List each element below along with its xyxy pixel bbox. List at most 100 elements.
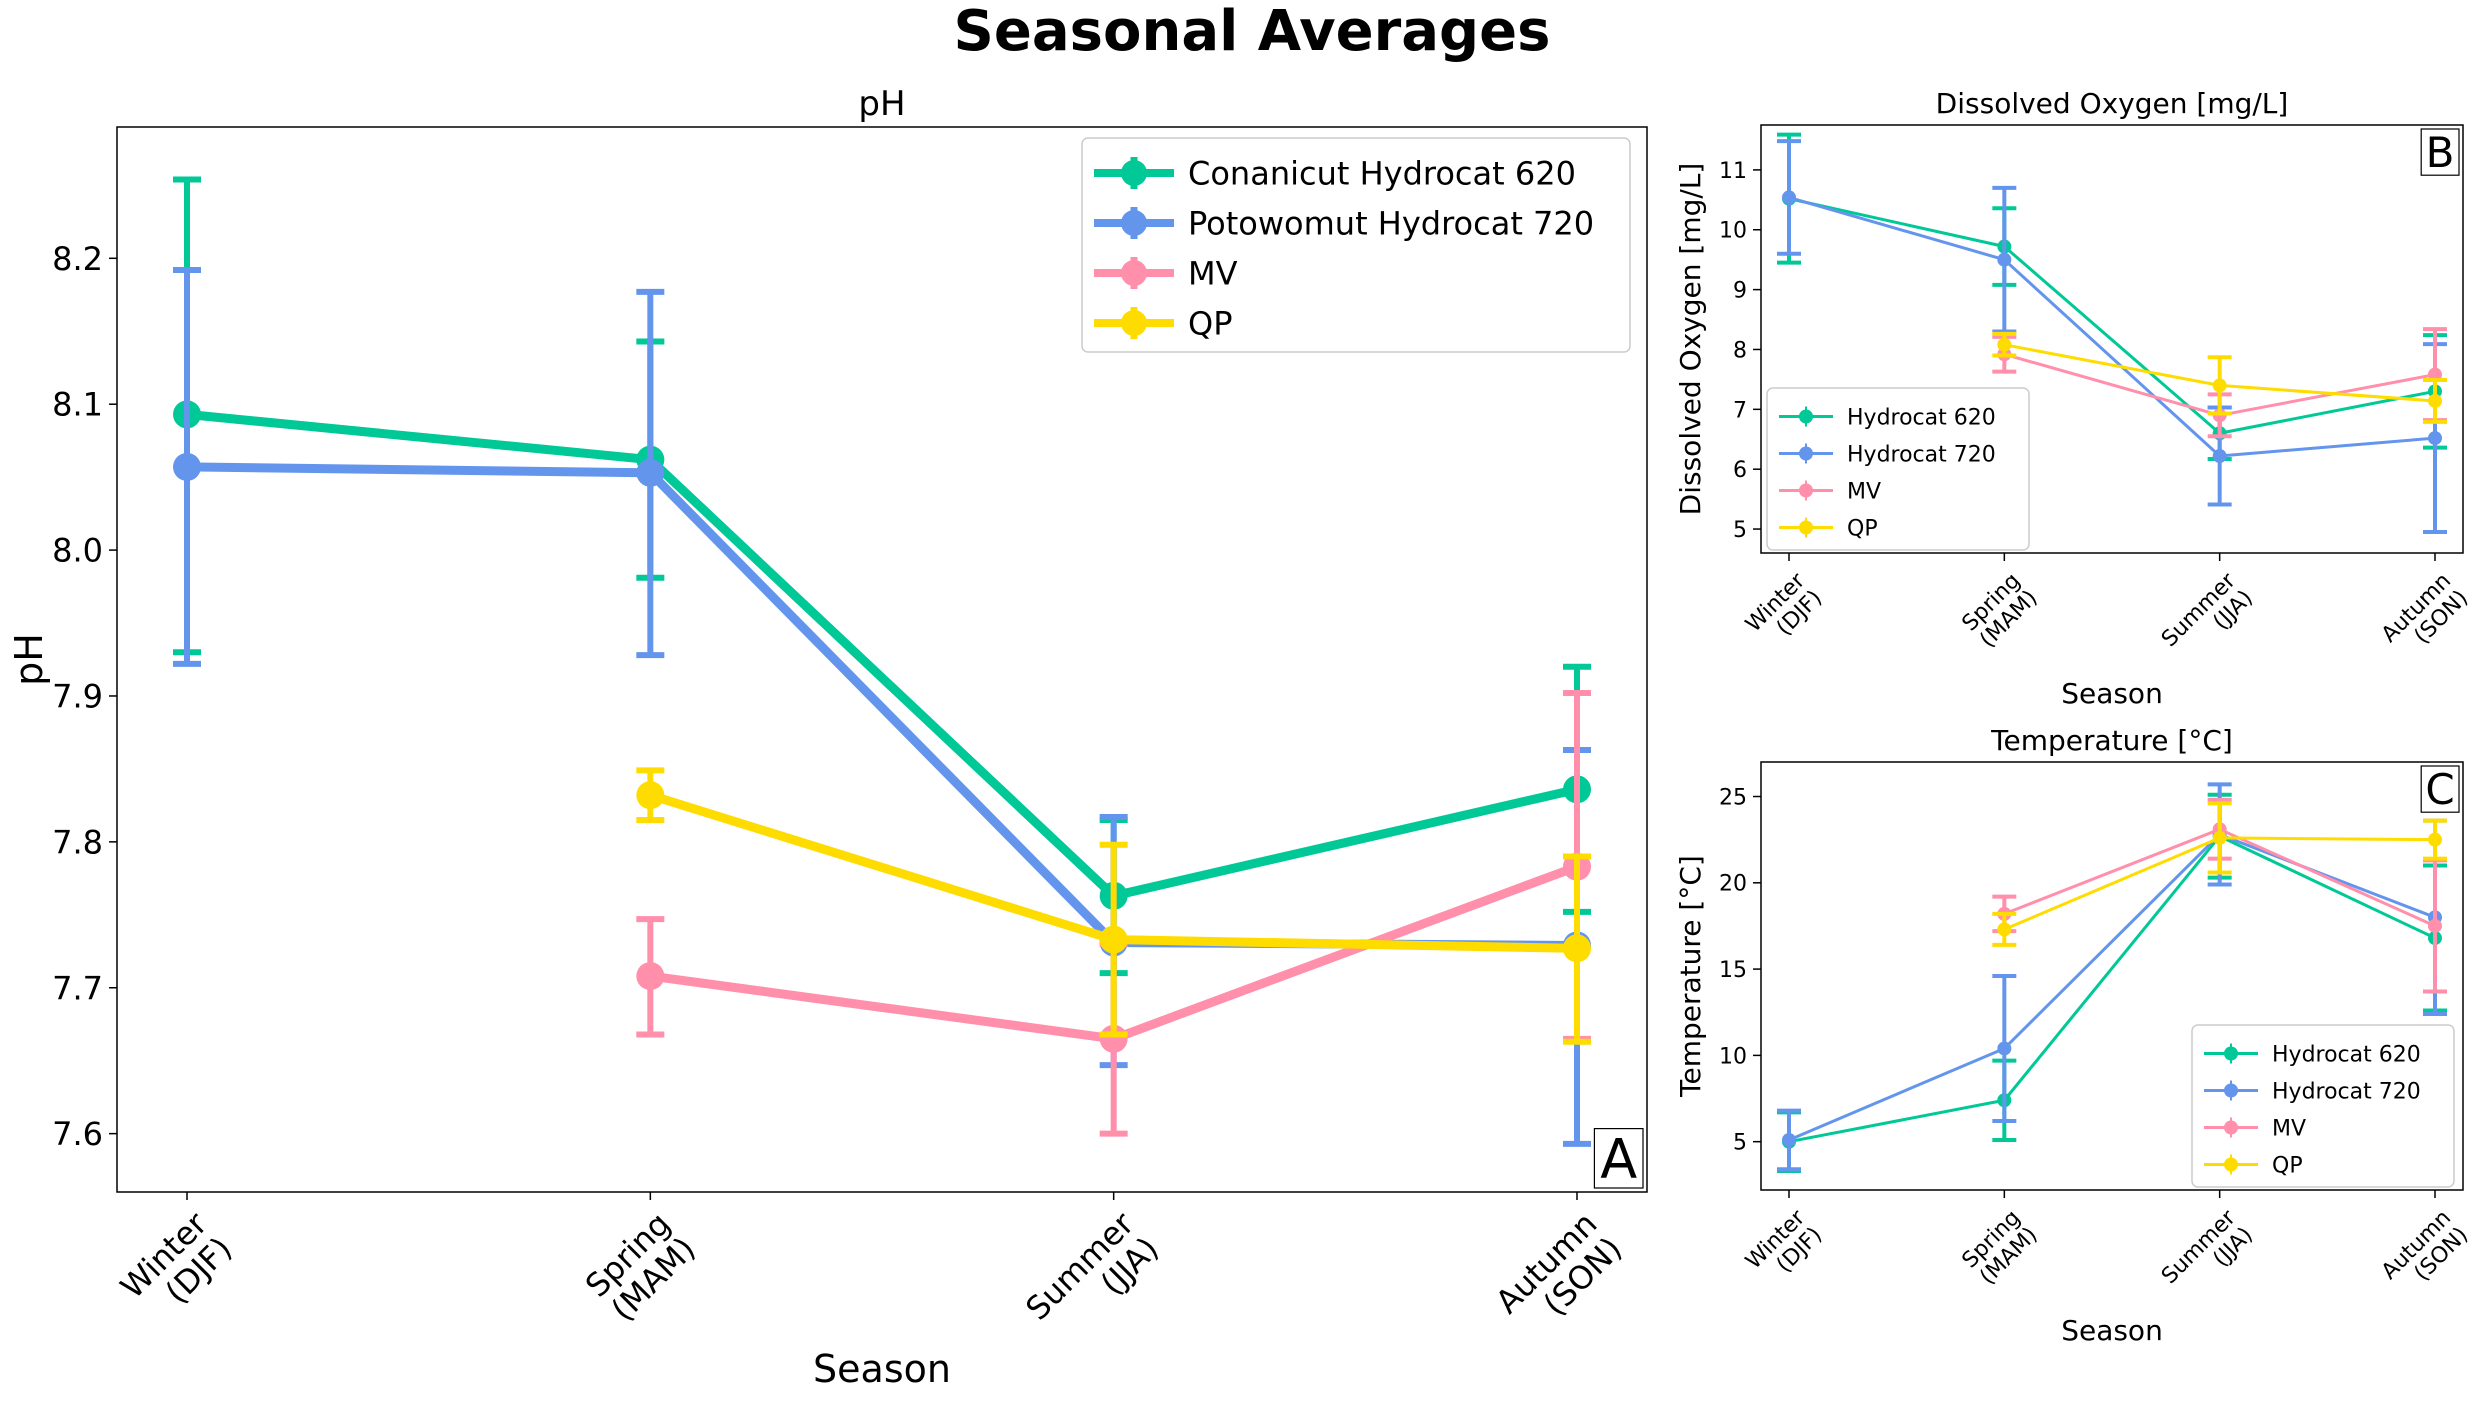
legend-swatch-marker (2224, 1083, 2238, 1098)
series-line (186, 409, 1579, 901)
x-tick-label: Winter(DJF) (1741, 1205, 1828, 1292)
legend-label: MV (2272, 1116, 2306, 1141)
y-tick-label: 5 (1733, 1131, 1747, 1156)
data-point (636, 458, 665, 487)
legend-label: Hydrocat 720 (2272, 1079, 2421, 1104)
panel-letter: A (1600, 1127, 1637, 1190)
data-point (1997, 1041, 2012, 1056)
y-tick-label: 9 (1733, 279, 1747, 304)
x-tick-label: Winter(DJF) (1741, 568, 1828, 655)
x-tick-label: Summer(JJA) (1018, 1204, 1166, 1352)
data-point (1997, 922, 2012, 937)
data-point (1563, 934, 1591, 963)
chart-panel-b: Dissolved Oxygen [mg/L] 5 6 7 8 9 10 11 Winter(D… (1674, 87, 2473, 710)
y-tick-label: 8 (1733, 338, 1747, 363)
series-line (1788, 832, 2436, 1142)
legend-swatch-marker (1799, 483, 1813, 498)
legend-swatch-marker (1799, 409, 1813, 424)
chart-title: pH (858, 84, 905, 124)
y-tick-label: 7 (1733, 398, 1747, 423)
y-axis-label: Dissolved Oxygen [mg/L] (1674, 163, 1707, 516)
panel-letter-box (2420, 128, 2460, 176)
data-point (1997, 337, 2012, 352)
legend-label: QP (1847, 516, 1878, 541)
y-tick-label: 25 (1719, 785, 1747, 810)
data-point (1099, 925, 1128, 954)
data-point (2428, 918, 2442, 933)
x-axis-label: Season (813, 1347, 951, 1391)
legend-swatch-marker (1799, 446, 1813, 461)
series-line (1788, 197, 2436, 435)
figure-title: Seasonal Averages (954, 0, 1551, 64)
data-point (173, 452, 201, 481)
panel-letter: B (2426, 128, 2455, 177)
legend-swatch-marker (2224, 1157, 2238, 1172)
series-qp (1992, 331, 2447, 424)
x-tick-label: Winter(DJF) (113, 1204, 240, 1331)
x-tick-label: Summer(JJA) (2157, 1205, 2258, 1306)
y-tick-label: 7.9 (52, 677, 103, 715)
legend: Hydrocat 620 Hydrocat 720 MV QP (1766, 387, 2030, 551)
legend-swatch-marker (1121, 210, 1147, 236)
legend-label: Hydrocat 720 (1847, 442, 1996, 467)
y-tick-label: 7.6 (52, 1115, 103, 1153)
x-tick-label: Spring(MAM) (1958, 1205, 2043, 1290)
legend-label: QP (2272, 1153, 2303, 1178)
y-tick-label: 8.0 (52, 532, 103, 570)
plot-area (1760, 761, 2464, 1191)
legend-box (1766, 387, 2030, 551)
x-tick-label: Autumn(SON) (2377, 568, 2473, 664)
y-tick-label: 5 (1733, 518, 1747, 543)
y-axis-label: pH (7, 633, 51, 686)
series-line (186, 462, 1578, 950)
y-tick-label: 10 (1719, 219, 1747, 244)
x-tick-label: Spring(MAM) (578, 1205, 703, 1330)
legend-swatch-marker (1799, 520, 1813, 535)
y-tick-label: 10 (1719, 1044, 1747, 1069)
y-tick-label: 8.2 (52, 240, 103, 278)
x-axis-label: Season (2061, 677, 2163, 710)
data-point (2212, 449, 2227, 464)
legend-swatch-marker (1121, 160, 1147, 186)
chart-title: Temperature [°C] (1990, 724, 2233, 757)
legend-label: MV (1847, 479, 1881, 504)
legend-box (1081, 137, 1631, 353)
data-point (2428, 393, 2442, 408)
y-tick-label: 11 (1719, 159, 1747, 184)
data-point (2428, 832, 2442, 847)
data-point (2428, 431, 2442, 446)
series-qp (1992, 801, 2447, 947)
legend-swatch-marker (1121, 260, 1147, 286)
legend-swatch-marker (2224, 1120, 2238, 1135)
legend-swatch-marker (1121, 310, 1147, 336)
data-point (2212, 830, 2227, 845)
legend-label: QP (1188, 305, 1232, 343)
x-axis-label: Season (2061, 1314, 2163, 1347)
x-tick-label: Summer(JJA) (2157, 568, 2258, 669)
legend-label: Hydrocat 620 (1847, 405, 1996, 430)
y-tick-label: 15 (1719, 958, 1747, 983)
data-point (636, 962, 665, 991)
chart-title: Dissolved Oxygen [mg/L] (1936, 87, 2289, 120)
y-axis-label: Temperature [°C] (1674, 855, 1707, 1098)
legend: Conanicut Hydrocat 620 Potowomut Hydrocat… (1081, 137, 1631, 353)
data-point (1997, 252, 2012, 267)
y-tick-label: 7.8 (52, 823, 103, 861)
series-line (1788, 195, 2436, 458)
y-tick-label: 7.7 (52, 969, 103, 1007)
x-tick-label: Autumn(SON) (1488, 1205, 1629, 1346)
data-point (636, 781, 665, 810)
series-hydrocat-720 (173, 266, 1591, 1147)
data-point (2212, 378, 2227, 393)
plot-area (116, 126, 1648, 1193)
legend-box (2191, 1024, 2455, 1188)
legend-label: Conanicut Hydrocat 620 (1188, 155, 1576, 193)
y-tick-label: 20 (1719, 872, 1747, 897)
legend-label: Potowomut Hydrocat 720 (1188, 205, 1594, 243)
chart-panel-c: Temperature [°C] 5 10 15 20 25 Winter(DJF) Spri… (1674, 724, 2473, 1347)
panel-letter: C (2425, 765, 2454, 814)
x-tick-label: Spring(MAM) (1958, 568, 2043, 653)
panel-letter-box (1593, 1127, 1644, 1189)
y-tick-label: 6 (1733, 458, 1747, 483)
